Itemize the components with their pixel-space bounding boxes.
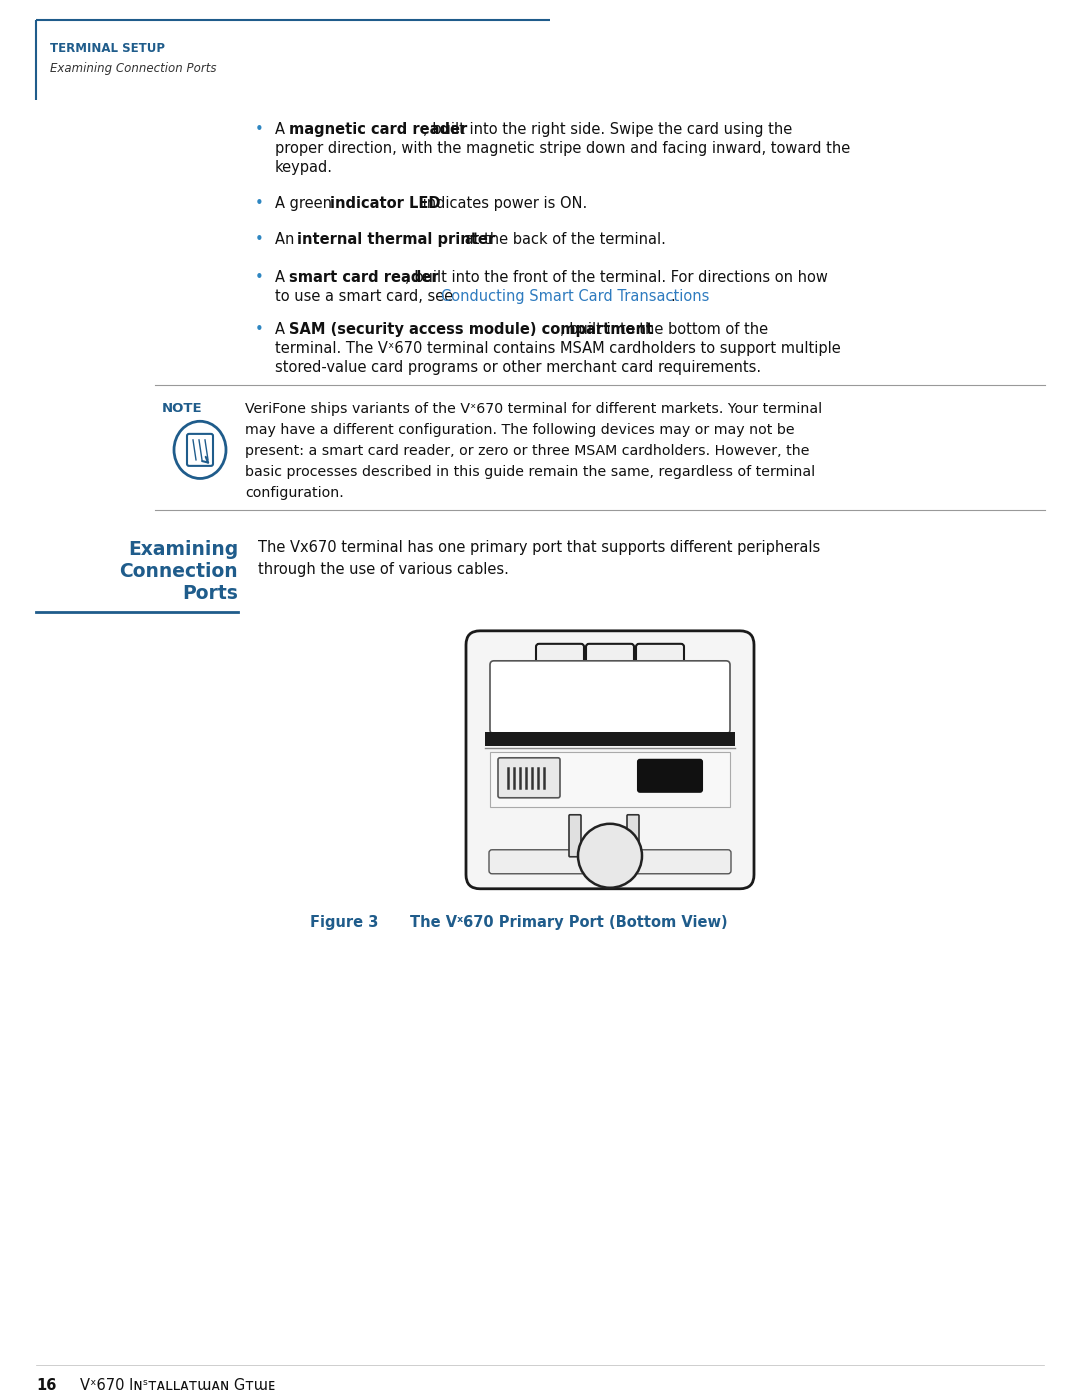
Text: 16: 16	[36, 1377, 56, 1393]
Text: Vˣ670 Iɴˢᴛᴀʟʟᴀᴛɯᴀɴ Gᴛɯᴇ: Vˣ670 Iɴˢᴛᴀʟʟᴀᴛɯᴀɴ Gᴛɯᴇ	[80, 1377, 275, 1393]
FancyBboxPatch shape	[490, 661, 730, 733]
Text: An: An	[275, 232, 299, 247]
Text: , built into the right side. Swipe the card using the: , built into the right side. Swipe the c…	[423, 122, 793, 137]
Text: present: a smart card reader, or zero or three MSAM cardholders. However, the: present: a smart card reader, or zero or…	[245, 444, 810, 458]
Text: , built into the bottom of the: , built into the bottom of the	[561, 321, 768, 337]
Text: Ports: Ports	[183, 584, 238, 604]
Text: Examining: Examining	[127, 539, 238, 559]
Ellipse shape	[174, 422, 226, 479]
Text: A: A	[275, 321, 289, 337]
Text: magnetic card reader: magnetic card reader	[289, 122, 468, 137]
Text: TERMINAL SETUP: TERMINAL SETUP	[50, 42, 165, 54]
FancyBboxPatch shape	[569, 814, 581, 856]
FancyBboxPatch shape	[498, 757, 561, 798]
Text: stored-value card programs or other merchant card requirements.: stored-value card programs or other merc…	[275, 360, 761, 374]
Text: internal thermal printer: internal thermal printer	[297, 232, 495, 247]
Text: A: A	[275, 122, 289, 137]
Bar	[485, 732, 735, 746]
FancyBboxPatch shape	[465, 631, 754, 888]
Text: Figure 3: Figure 3	[310, 915, 378, 930]
Text: at the back of the terminal.: at the back of the terminal.	[460, 232, 666, 247]
FancyBboxPatch shape	[187, 434, 213, 465]
Text: indicator LED: indicator LED	[330, 196, 441, 211]
Text: through the use of various cables.: through the use of various cables.	[258, 562, 509, 577]
Text: •: •	[255, 196, 264, 211]
Circle shape	[578, 824, 642, 887]
Text: VeriFone ships variants of the Vˣ670 terminal for different markets. Your termin: VeriFone ships variants of the Vˣ670 ter…	[245, 402, 822, 416]
Text: The Vˣ670 Primary Port (Bottom View): The Vˣ670 Primary Port (Bottom View)	[410, 915, 728, 930]
Text: •: •	[255, 321, 264, 337]
Text: proper direction, with the magnetic stripe down and facing inward, toward the: proper direction, with the magnetic stri…	[275, 141, 850, 156]
Text: terminal. The Vˣ670 terminal contains MSAM cardholders to support multiple: terminal. The Vˣ670 terminal contains MS…	[275, 341, 840, 356]
Bar	[490, 752, 730, 807]
FancyBboxPatch shape	[627, 814, 639, 856]
Text: •: •	[255, 270, 264, 285]
Text: Examining Connection Ports: Examining Connection Ports	[50, 61, 216, 75]
Text: SAM (security access module) compartment: SAM (security access module) compartment	[289, 321, 653, 337]
Text: basic processes described in this guide remain the same, regardless of terminal: basic processes described in this guide …	[245, 465, 815, 479]
Text: Conducting Smart Card Transactions: Conducting Smart Card Transactions	[441, 289, 710, 305]
Text: configuration.: configuration.	[245, 486, 343, 500]
FancyBboxPatch shape	[489, 849, 731, 873]
FancyBboxPatch shape	[636, 644, 684, 666]
FancyBboxPatch shape	[536, 644, 584, 666]
Text: NOTE: NOTE	[162, 402, 203, 415]
Text: to use a smart card, see: to use a smart card, see	[275, 289, 458, 305]
Text: The Vx670 terminal has one primary port that supports different peripherals: The Vx670 terminal has one primary port …	[258, 539, 820, 555]
Text: A green: A green	[275, 196, 337, 211]
Text: , built into the front of the terminal. For directions on how: , built into the front of the terminal. …	[405, 270, 828, 285]
Text: •: •	[255, 122, 264, 137]
Text: A: A	[275, 270, 289, 285]
FancyBboxPatch shape	[586, 644, 634, 666]
Text: indicates power is ON.: indicates power is ON.	[418, 196, 588, 211]
Text: smart card reader: smart card reader	[289, 270, 438, 285]
FancyBboxPatch shape	[638, 760, 702, 792]
Text: •: •	[255, 232, 264, 247]
Text: .: .	[670, 289, 675, 305]
Text: keypad.: keypad.	[275, 161, 333, 175]
Text: Connection: Connection	[120, 562, 238, 581]
Text: may have a different configuration. The following devices may or may not be: may have a different configuration. The …	[245, 423, 795, 437]
